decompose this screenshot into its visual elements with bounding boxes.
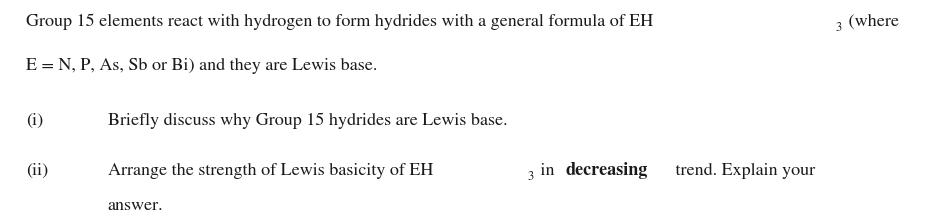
Text: Arrange the strength of Lewis basicity of EH: Arrange the strength of Lewis basicity o…	[108, 163, 433, 179]
Text: answer.: answer.	[108, 198, 163, 214]
Text: (ii): (ii)	[26, 163, 49, 179]
Text: (i): (i)	[26, 113, 43, 129]
Text: Group 15 elements react with hydrogen to form hydrides with a general formula of: Group 15 elements react with hydrogen to…	[26, 14, 653, 30]
Text: E = N, P, As, Sb or Bi) and they are Lewis base.: E = N, P, As, Sb or Bi) and they are Lew…	[26, 58, 377, 74]
Text: (where: (where	[843, 14, 899, 30]
Text: 3: 3	[836, 22, 841, 34]
Text: trend. Explain your: trend. Explain your	[671, 163, 815, 179]
Text: Briefly discuss why Group 15 hydrides are Lewis base.: Briefly discuss why Group 15 hydrides ar…	[108, 112, 507, 129]
Text: 3: 3	[528, 171, 534, 183]
Text: decreasing: decreasing	[565, 162, 648, 179]
Text: in: in	[535, 163, 559, 179]
